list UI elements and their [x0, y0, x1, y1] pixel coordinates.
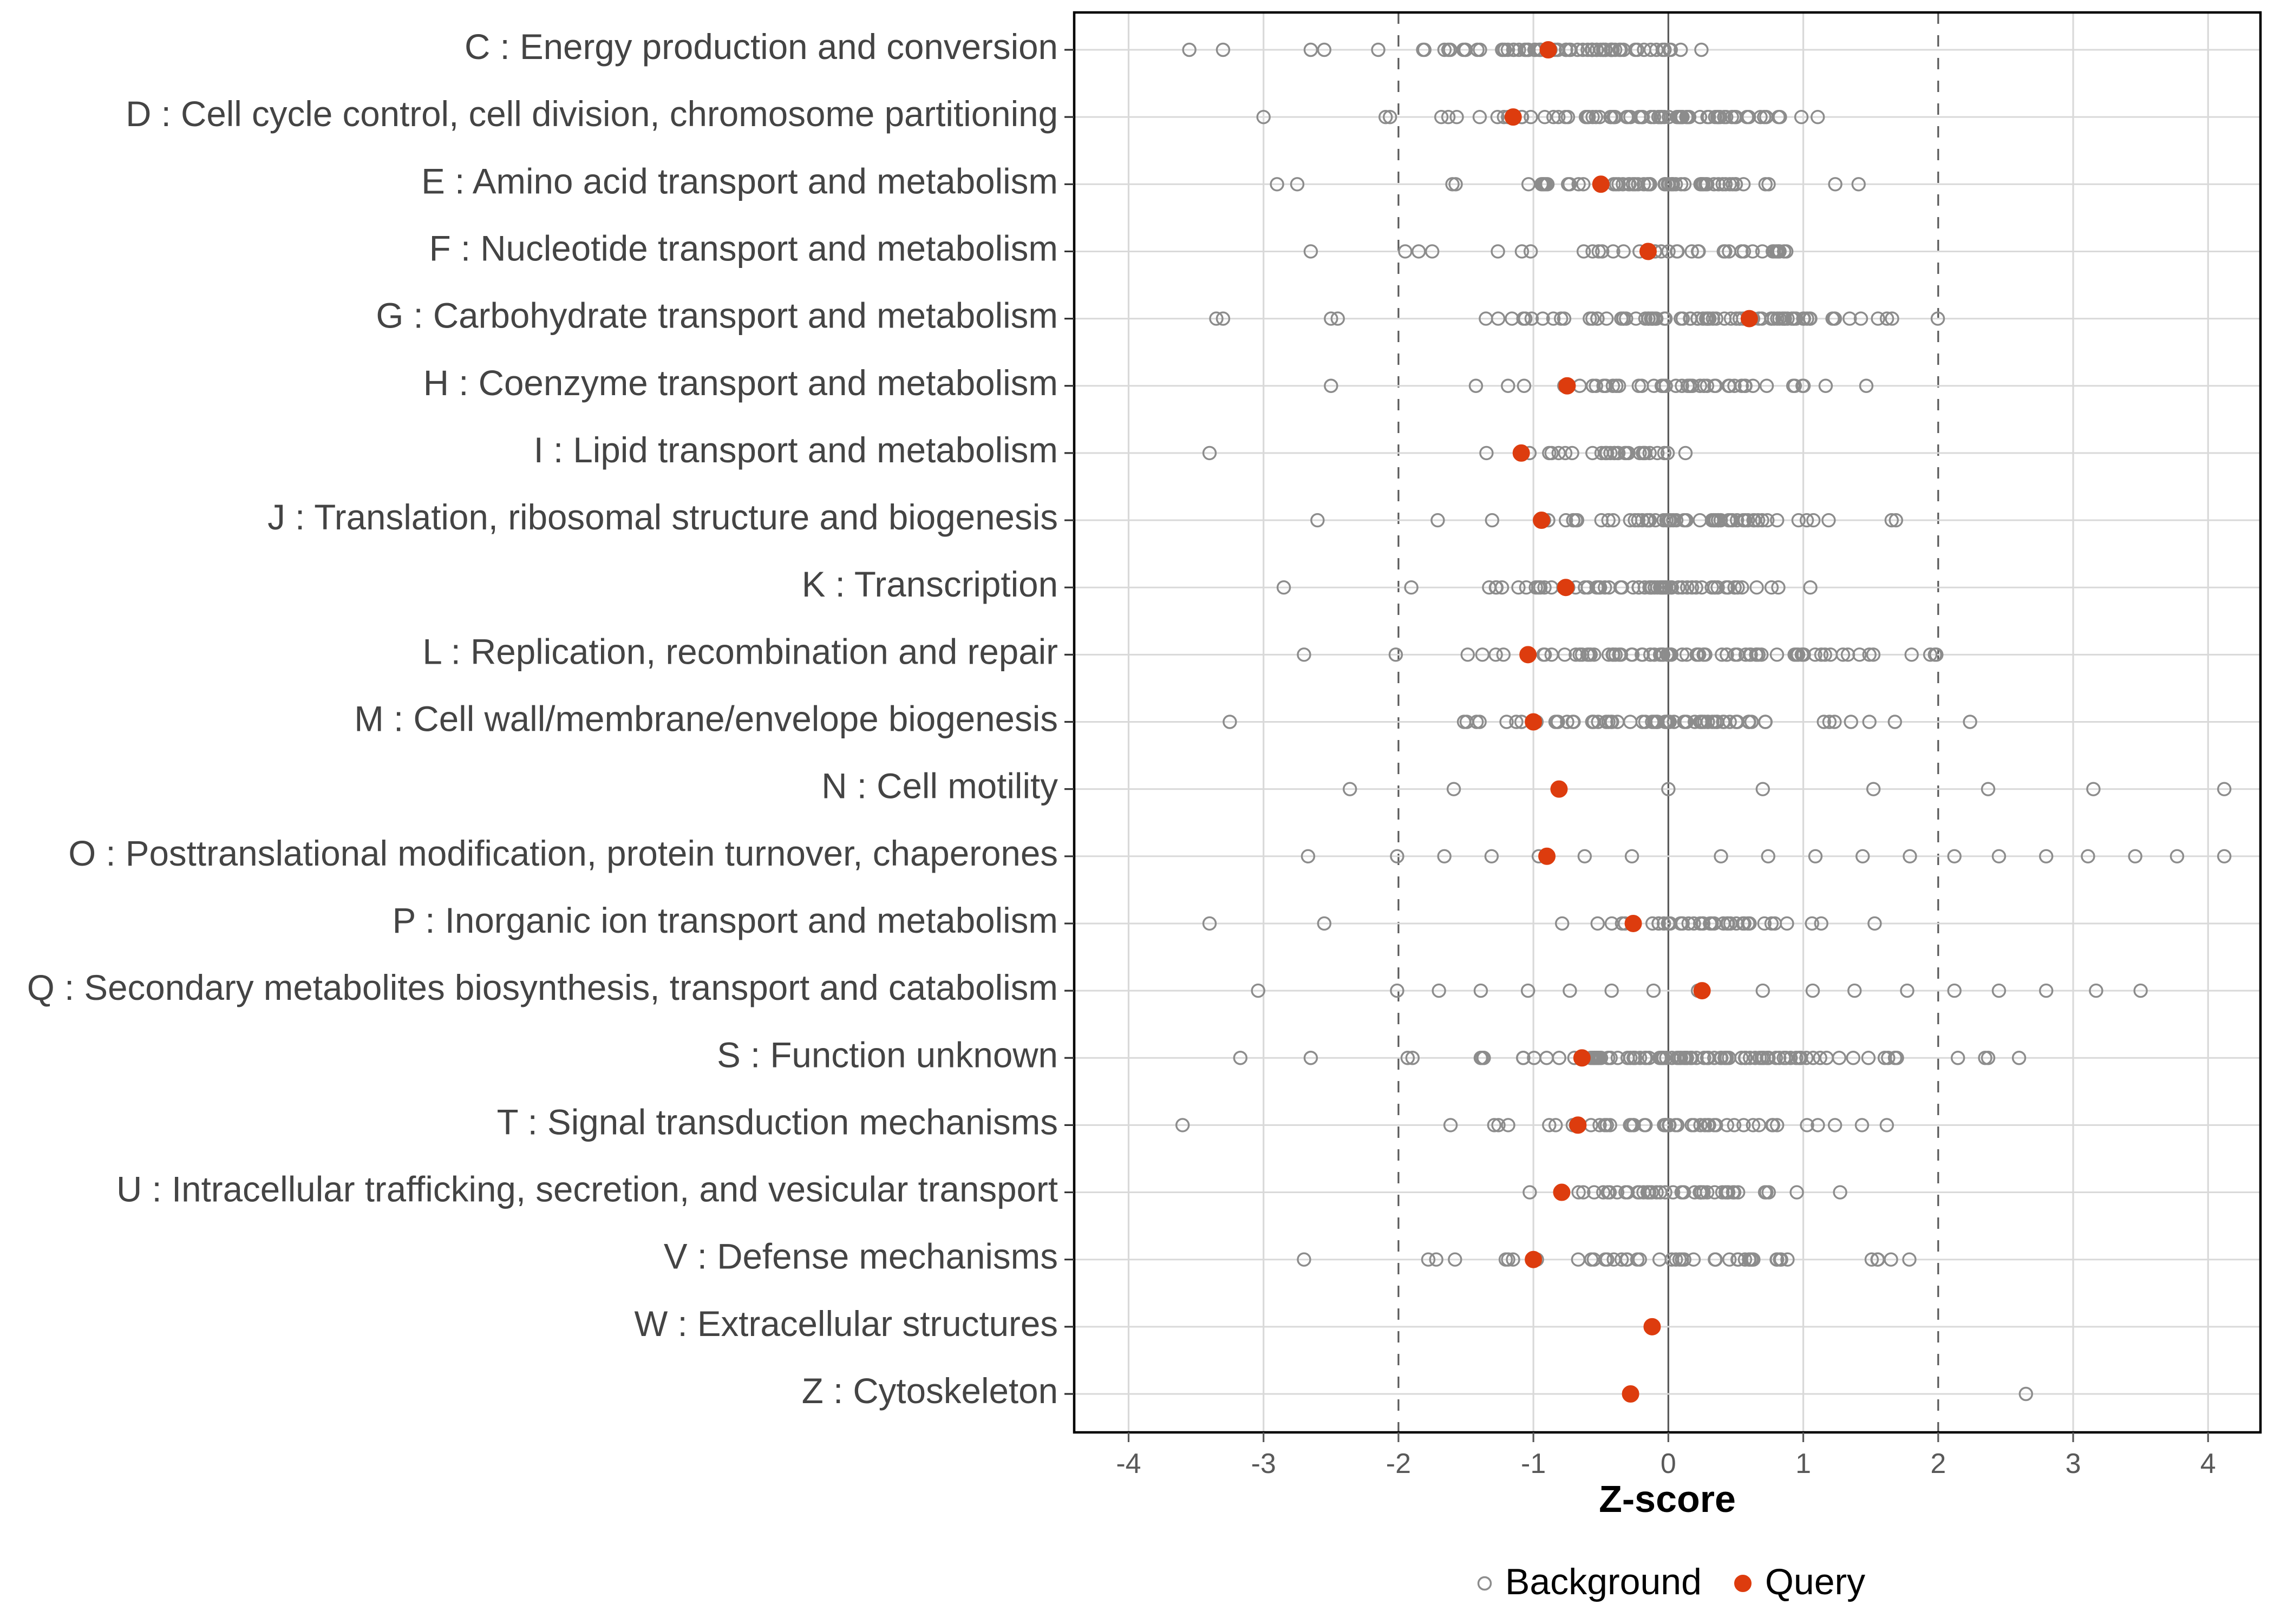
svg-text:C : Energy production and conv: C : Energy production and conversion	[465, 27, 1058, 67]
svg-text:3: 3	[2066, 1448, 2081, 1479]
svg-text:Z : Cytoskeleton: Z : Cytoskeleton	[802, 1371, 1058, 1411]
svg-text:-1: -1	[1521, 1448, 1546, 1479]
svg-text:J : Translation, ribosomal str: J : Translation, ribosomal structure and…	[267, 497, 1058, 537]
svg-text:K : Transcription: K : Transcription	[802, 565, 1058, 604]
svg-text:Q : Secondary metabolites bios: Q : Secondary metabolites biosynthesis, …	[27, 968, 1058, 1007]
svg-text:E : Amino acid transport and m: E : Amino acid transport and metabolism	[421, 161, 1058, 201]
svg-text:F : Nucleotide transport and m: F : Nucleotide transport and metabolism	[429, 228, 1058, 268]
svg-text:L : Replication, recombination: L : Replication, recombination and repai…	[422, 632, 1058, 671]
svg-text:P : Inorganic ion transport an: P : Inorganic ion transport and metaboli…	[393, 901, 1058, 940]
svg-text:Background: Background	[1505, 1561, 1702, 1602]
svg-text:0: 0	[1661, 1448, 1676, 1479]
svg-text:G : Carbohydrate transport and: G : Carbohydrate transport and metabolis…	[376, 296, 1058, 336]
svg-text:4: 4	[2200, 1448, 2216, 1479]
svg-text:-3: -3	[1251, 1448, 1276, 1479]
svg-text:I : Lipid transport and metabo: I : Lipid transport and metabolism	[534, 430, 1058, 470]
svg-text:N : Cell motility: N : Cell motility	[821, 767, 1058, 806]
svg-text:D : Cell cycle control, cell d: D : Cell cycle control, cell division, c…	[126, 94, 1058, 134]
svg-text:2: 2	[1930, 1448, 1946, 1479]
svg-text:H : Coenzyme transport and met: H : Coenzyme transport and metabolism	[423, 363, 1058, 403]
svg-text:1: 1	[1795, 1448, 1811, 1479]
svg-text:O : Posttranslational modifica: O : Posttranslational modification, prot…	[68, 834, 1058, 873]
svg-text:S : Function unknown: S : Function unknown	[717, 1035, 1058, 1075]
svg-text:U : Intracellular trafficking,: U : Intracellular trafficking, secretion…	[116, 1170, 1058, 1209]
svg-text:Z-score: Z-score	[1599, 1478, 1736, 1520]
svg-text:W : Extracellular structures: W : Extracellular structures	[634, 1304, 1058, 1344]
svg-text:Query: Query	[1765, 1561, 1865, 1602]
svg-text:T : Signal transduction mechan: T : Signal transduction mechanisms	[497, 1102, 1058, 1142]
svg-text:V : Defense mechanisms: V : Defense mechanisms	[664, 1237, 1058, 1276]
svg-text:M : Cell wall/membrane/envelop: M : Cell wall/membrane/envelope biogenes…	[354, 699, 1058, 739]
svg-text:-2: -2	[1386, 1448, 1411, 1479]
svg-text:-4: -4	[1116, 1448, 1141, 1479]
